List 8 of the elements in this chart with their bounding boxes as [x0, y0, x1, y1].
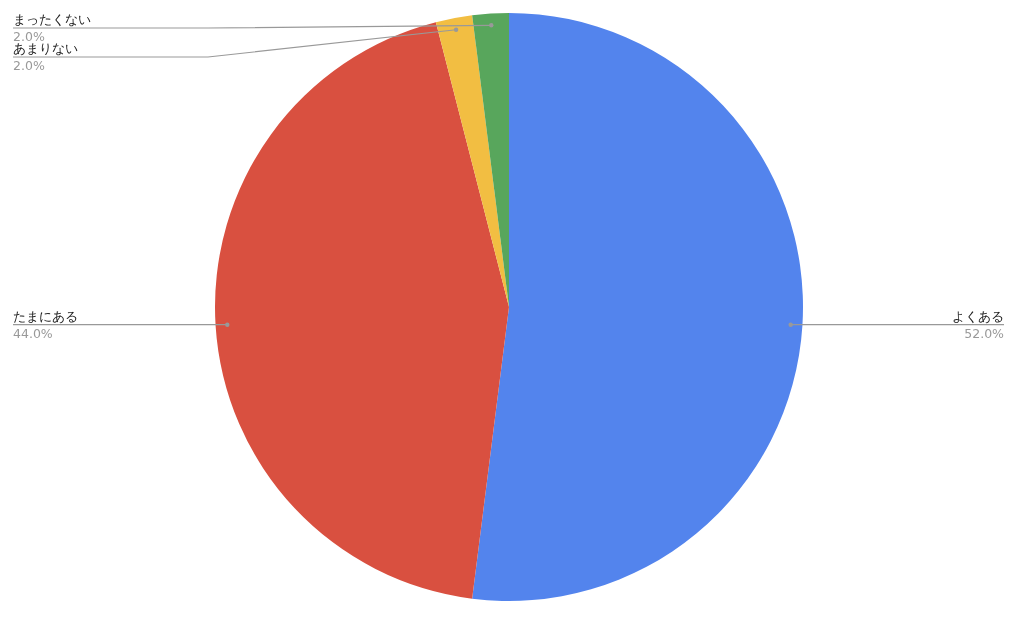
data-label: 2.0% — [13, 29, 45, 44]
data-label: 44.0% — [13, 325, 53, 341]
data-label: 2.0% — [13, 58, 45, 73]
data-label: 52.0% — [964, 325, 1005, 341]
slice-label: よくある — [952, 308, 1004, 324]
slice-label: まったくない — [13, 12, 91, 27]
slice-label: たまにある — [13, 308, 78, 324]
slice-label: あまりない — [13, 41, 78, 56]
